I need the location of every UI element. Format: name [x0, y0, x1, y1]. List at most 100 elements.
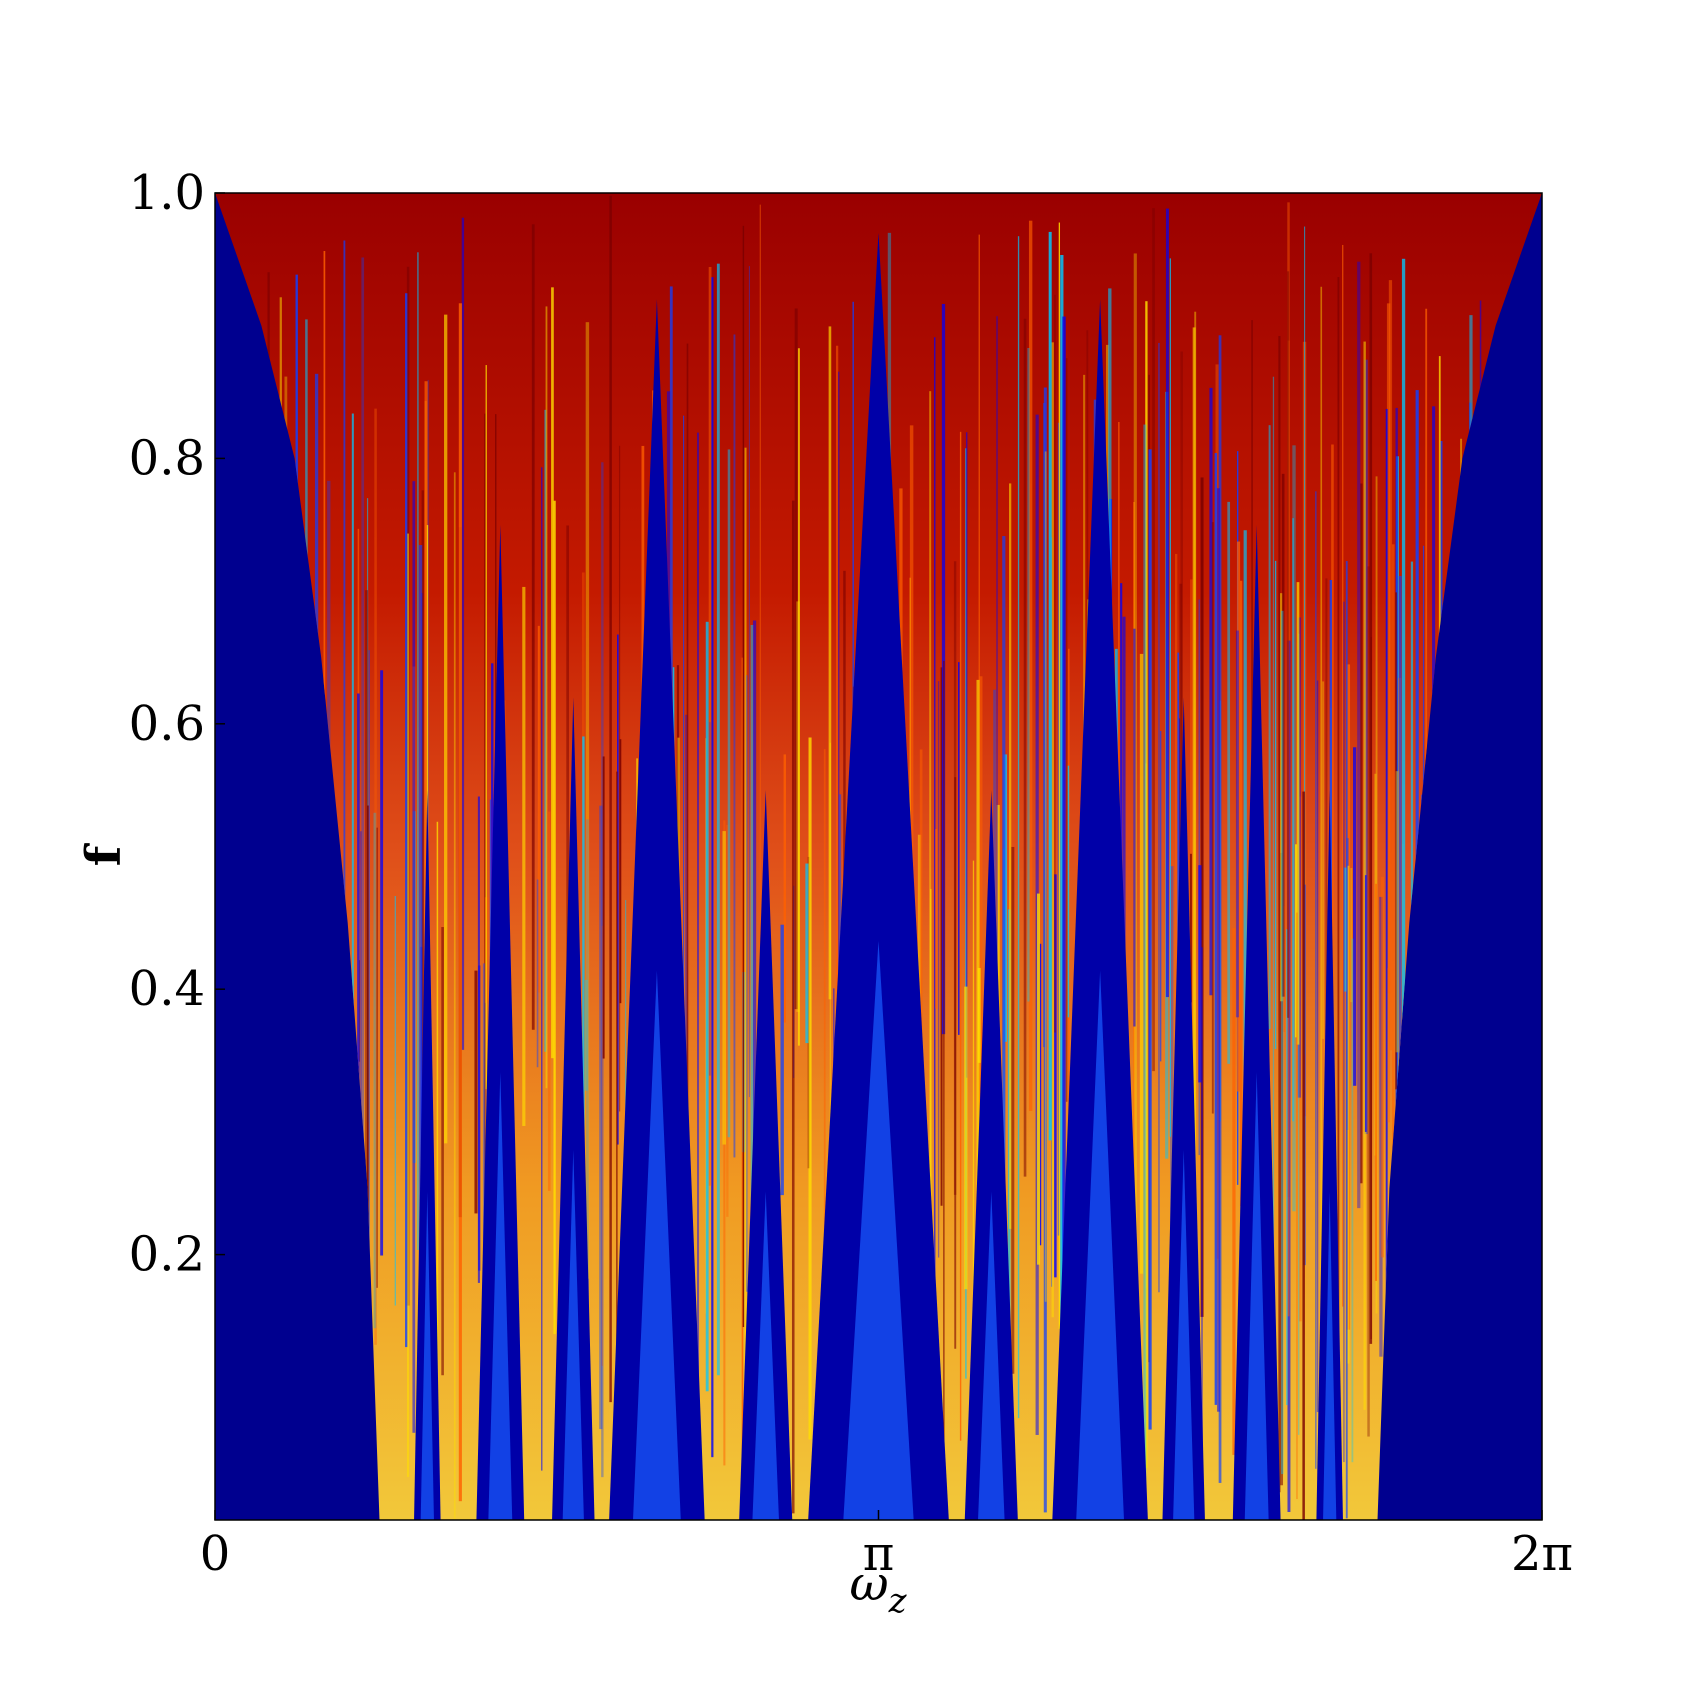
heatmap-stripe [1386, 303, 1391, 994]
heatmap-stripe [1165, 208, 1169, 998]
heatmap-wedge-glow [978, 1191, 1005, 1520]
heatmap-stripe [417, 252, 419, 1250]
heatmap-stripe [1139, 653, 1144, 1274]
heatmap-stripe [407, 533, 409, 1477]
heatmap-stripe [965, 448, 967, 1379]
heatmap-stripe [477, 796, 480, 1283]
heatmap-stripe [1054, 874, 1057, 1278]
plot-area [215, 193, 1542, 1520]
heatmap-stripe [485, 365, 487, 1090]
heatmap-stripe [1329, 579, 1333, 1020]
heatmap-stripe [748, 266, 750, 1098]
heatmap-stripe [1158, 342, 1160, 1293]
heatmap-wedge [476, 524, 525, 1520]
heatmap-stripe [1298, 796, 1302, 1322]
y-tick-label: 0.8 [129, 430, 205, 486]
heatmap-stripe [705, 621, 709, 1392]
heatmap-wedge [1316, 790, 1343, 1520]
heatmap-stripe [360, 831, 362, 1298]
heatmap-stripe [937, 681, 940, 1258]
heatmap-stripe [617, 634, 619, 1145]
heatmap-stripe [1017, 236, 1020, 1419]
heatmap-stripe [1043, 387, 1047, 1513]
heatmap-stripe [1227, 501, 1231, 1064]
heatmap-stripe [1011, 846, 1015, 1374]
heatmap-wedge [414, 790, 441, 1520]
heatmap-stripe [1218, 335, 1222, 1483]
heatmap-stripe [1243, 530, 1247, 1381]
x-tick-label: 2π [1511, 1526, 1573, 1582]
heatmap-stripe [618, 445, 621, 1112]
heatmap-stripe [1425, 308, 1428, 1129]
heatmap-stripe [1280, 593, 1283, 1002]
heatmap-stripe [1065, 358, 1068, 1102]
heatmap-wedge [808, 232, 949, 1520]
heatmap-stripe [742, 225, 745, 1328]
heatmap-stripe [1287, 340, 1290, 1317]
heatmap-stripe [752, 620, 757, 1516]
heatmap-stripe [1353, 747, 1357, 1086]
heatmap-stripe [1337, 277, 1340, 1475]
heatmap-stripe [421, 490, 424, 1134]
heatmap-stripe [1192, 327, 1196, 1307]
heatmap-stripe [1410, 561, 1414, 1145]
heatmap-stripe [553, 500, 556, 1335]
heatmap-wedge-glow [1244, 1072, 1269, 1520]
heatmap-stripe [1009, 483, 1012, 1229]
heatmap-stripe [424, 381, 428, 1240]
heatmap-stripe [522, 586, 526, 1126]
heatmap-stripe [733, 334, 736, 1158]
heatmap-stripe [1296, 582, 1300, 1045]
heatmap-stripe [547, 811, 551, 1191]
heatmap-stripe [1331, 444, 1334, 1160]
heatmap-stripe [394, 895, 396, 1306]
heatmap-stripe [746, 675, 748, 1292]
heatmap-stripe [1315, 491, 1317, 1469]
heatmap-stripe [536, 879, 539, 1068]
heatmap-stripe [380, 670, 384, 1256]
heatmap-stripe [541, 467, 543, 1471]
heatmap-stripe [1272, 376, 1275, 1503]
heatmap-stripe [1322, 681, 1325, 1039]
x-tick-label: π [863, 1526, 895, 1582]
heatmap-stripe [1297, 617, 1301, 1098]
heatmap-stripe [1236, 541, 1241, 1092]
heatmap-stripe [1122, 616, 1126, 1031]
heatmap-stripe [750, 624, 754, 1468]
heatmap-stripe [929, 391, 932, 1246]
heatmap-wedge [1162, 697, 1205, 1520]
heatmap-stripe [1002, 536, 1006, 1247]
heatmap-stripe [531, 224, 535, 1030]
heatmap-stripe [444, 314, 448, 1144]
heatmap-stripe [929, 888, 932, 1211]
heatmap-stripe [996, 316, 998, 1006]
heatmap-stripe [566, 525, 570, 1297]
heatmap-stripe [601, 462, 604, 1478]
heatmap-stripe [1392, 544, 1395, 1334]
heatmap-stripe [1235, 630, 1239, 1018]
heatmap-wedge-glow [420, 1191, 434, 1520]
heatmap-stripe [544, 409, 547, 1052]
heatmap-stripe [365, 590, 368, 1283]
heatmap-stripe [823, 749, 826, 1269]
heatmap-stripe [1367, 566, 1370, 1437]
heatmap-wedge-glow [1173, 1149, 1195, 1520]
heatmap-stripe [1039, 943, 1042, 1246]
heatmap-stripe [744, 447, 747, 1405]
heatmap-stripe [1292, 445, 1296, 1212]
y-tick-label: 0.6 [129, 696, 205, 752]
heatmap-stripe [1388, 280, 1393, 1051]
heatmap-stripe [1343, 867, 1347, 992]
heatmap-stripe [1364, 875, 1367, 1132]
heatmap-stripe [1048, 231, 1052, 1141]
heatmap-wedge [609, 299, 705, 1520]
y-tick-label: 0.4 [129, 961, 205, 1017]
heatmap-stripe [993, 689, 996, 1040]
heatmap-stripe [1148, 449, 1152, 1430]
heatmap-stripe [805, 863, 809, 1044]
heatmap-stripe [482, 963, 486, 1439]
heatmap-stripe [1060, 255, 1064, 1509]
heatmap-stripe [726, 825, 729, 1217]
heatmap-stripe [1343, 601, 1345, 1463]
